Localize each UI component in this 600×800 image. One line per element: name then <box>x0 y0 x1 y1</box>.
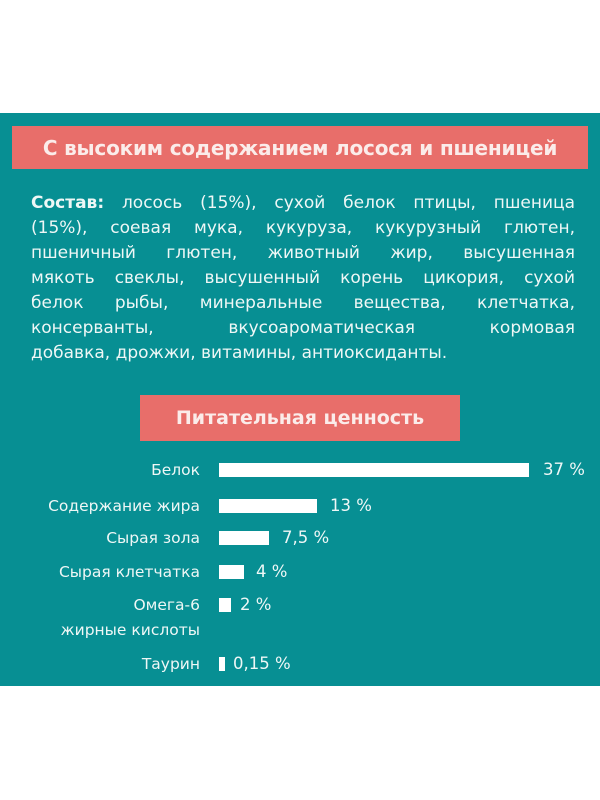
row-value: 0,15 % <box>233 654 291 673</box>
bar <box>219 463 529 477</box>
composition-line: консерванты, вкусоароматическая кормовая <box>31 318 575 338</box>
chart-row-taurine: Таурин 0,15 % <box>0 654 600 674</box>
chart-row-protein: Белок 37 % <box>0 460 600 480</box>
chart-row-omega6: Омега-6 2 % <box>0 595 600 615</box>
composition-line: белок рыбы, минеральные вещества, клетча… <box>31 293 575 313</box>
product-info-panel: С высоким содержанием лосося и пшеницей … <box>0 113 600 686</box>
row-label: Омега-6 <box>133 596 200 614</box>
chart-row-fiber: Сырая клетчатка 4 % <box>0 562 600 582</box>
row-label: Таурин <box>141 655 200 673</box>
bar <box>219 499 317 513</box>
headline-text: С высоким содержанием лосося и пшеницей <box>42 135 558 160</box>
headline-banner: С высоким содержанием лосося и пшеницей <box>12 126 588 169</box>
row-label: Содержание жира <box>48 497 200 515</box>
bar <box>219 531 269 545</box>
row-value: 13 % <box>330 496 372 515</box>
composition-text: Состав: лосось (15%), сухой белок птицы,… <box>31 191 575 366</box>
bar <box>219 657 225 671</box>
row-value: 2 % <box>240 595 272 614</box>
bar <box>219 598 231 612</box>
composition-line: пшеничный глютен, животный жир, высушенн… <box>31 243 575 263</box>
chart-row-omega6-line2: жирные кислоты <box>0 620 600 640</box>
composition-line: мякоть свеклы, высушенный корень цикория… <box>31 268 575 288</box>
composition-line: добавка, дрожжи, витамины, антиоксиданты… <box>31 343 448 363</box>
chart-row-ash: Сырая зола 7,5 % <box>0 528 600 548</box>
nutrition-title: Питательная ценность <box>175 407 425 429</box>
row-value: 4 % <box>256 562 288 581</box>
row-label-continued: жирные кислоты <box>60 621 200 639</box>
composition-line: (15%), соевая мука, кукуруза, кукурузный… <box>31 218 575 238</box>
bar <box>219 565 244 579</box>
composition-line: Состав: лосось (15%), сухой белок птицы,… <box>31 193 575 213</box>
chart-row-fat: Содержание жира 13 % <box>0 496 600 516</box>
row-label: Сырая клетчатка <box>58 563 200 581</box>
row-label: Белок <box>151 461 200 479</box>
nutrition-header: Питательная ценность <box>140 395 460 441</box>
row-label: Сырая зола <box>106 529 200 547</box>
composition-label: Состав: <box>31 193 105 213</box>
row-value: 37 % <box>543 460 585 479</box>
row-value: 7,5 % <box>282 528 330 547</box>
